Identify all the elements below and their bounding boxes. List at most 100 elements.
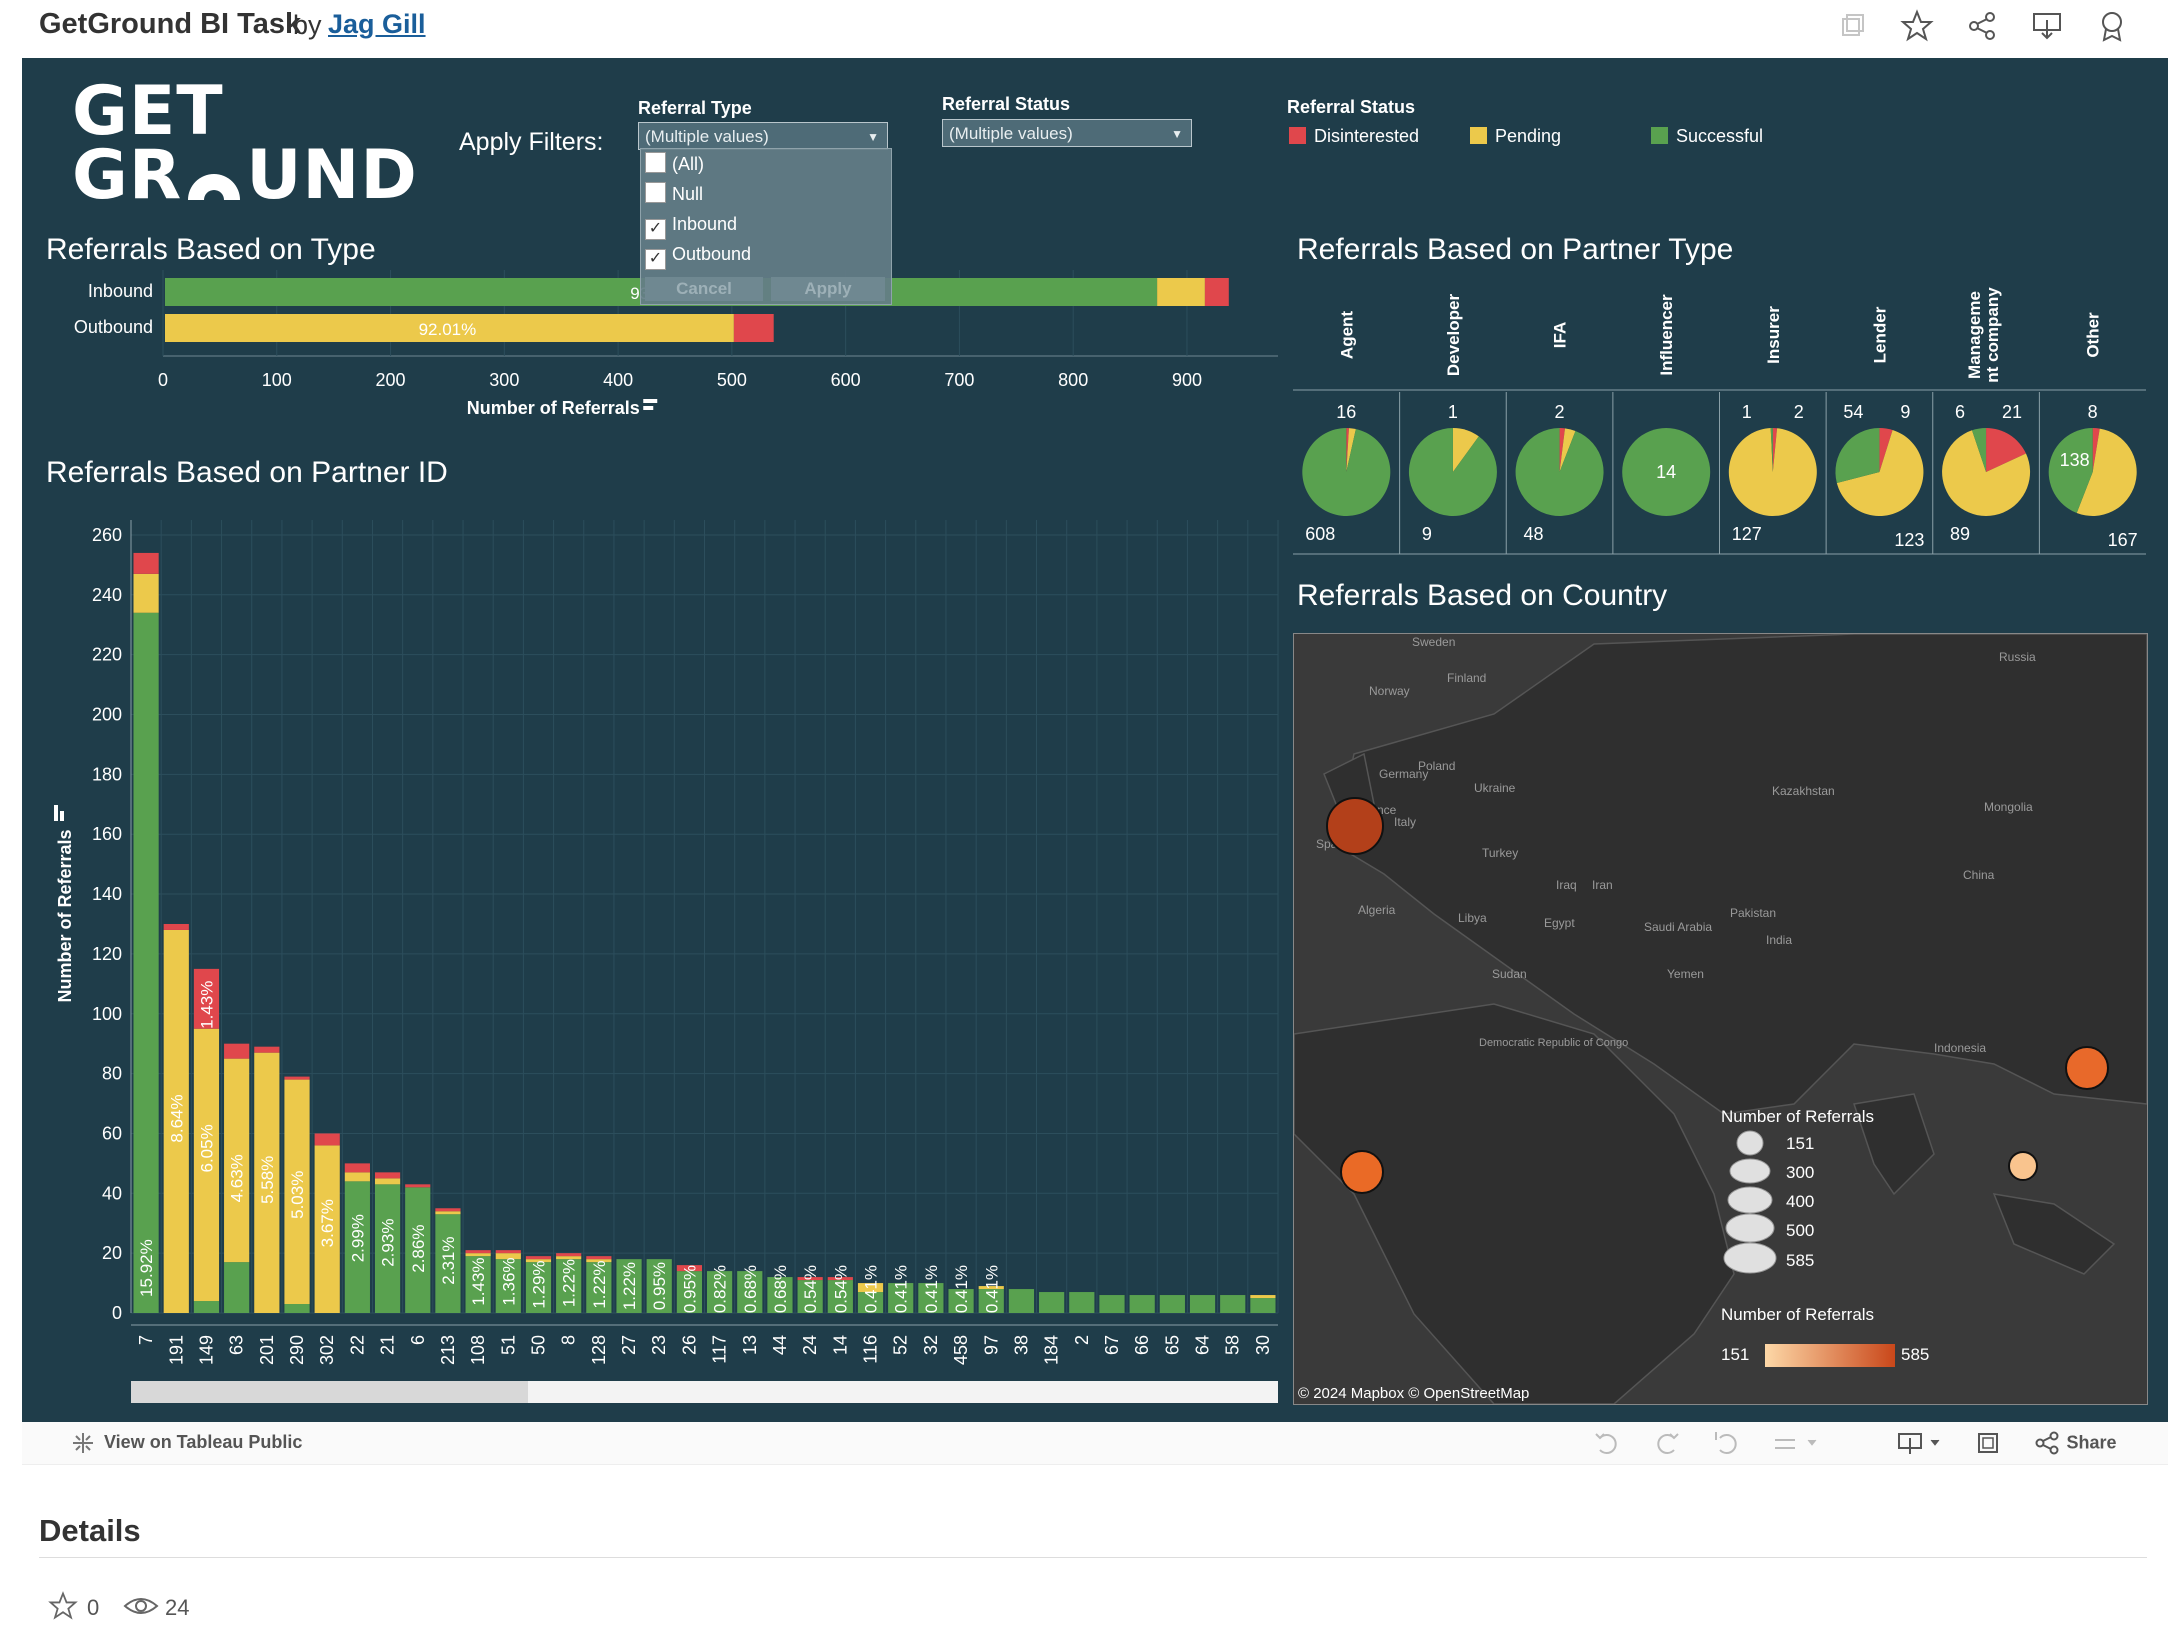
- legend-item-successful[interactable]: Successful: [1651, 126, 1763, 147]
- bar-segment: [435, 1211, 461, 1215]
- x-tick-label: 6: [408, 1335, 428, 1345]
- refresh-icon[interactable]: [1770, 1428, 1820, 1463]
- bar-segment: [405, 1184, 431, 1188]
- section-title-partner-type: Referrals Based on Partner Type: [1297, 233, 1734, 266]
- pie-slice: [1408, 428, 1497, 516]
- y-tick-label: 180: [92, 764, 122, 784]
- bar-segment: [284, 1304, 310, 1313]
- bar-segment: [948, 1289, 974, 1313]
- author-link[interactable]: Jag Gill: [328, 9, 426, 39]
- chevron-down-icon: ▼: [1171, 127, 1183, 141]
- x-tick-label: 8: [559, 1335, 579, 1345]
- pie-label: 48: [1524, 524, 1544, 544]
- checkbox-inbound[interactable]: ✓: [645, 219, 666, 240]
- pie-slice: [1879, 428, 1893, 472]
- x-tick-label: 500: [717, 370, 747, 390]
- map-bubble-west-africa[interactable]: [1340, 1150, 1384, 1194]
- legend-item-disinterested[interactable]: Disinterested: [1289, 126, 1419, 147]
- redo-icon[interactable]: [1652, 1428, 1682, 1463]
- bar-data-label: 0.41%: [982, 1265, 1001, 1313]
- pie-slice: [1835, 428, 1880, 484]
- copy-icon[interactable]: [1834, 8, 1870, 44]
- country-map[interactable]: Sweden Finland Norway Russia Germany Pol…: [1293, 633, 2148, 1405]
- cancel-button[interactable]: Cancel: [645, 277, 763, 301]
- pie-label: 123: [1894, 530, 1924, 550]
- share-icon: [2035, 1431, 2059, 1455]
- favorite-star-icon[interactable]: [47, 1590, 79, 1627]
- place-label: Iraq: [1556, 878, 1577, 892]
- partner-type-pie-chart: Agent16608Developer19IFA248Influencer14I…: [1293, 287, 2146, 555]
- download-menu-icon[interactable]: [1895, 1428, 1945, 1463]
- view-on-tableau-link[interactable]: View on Tableau Public: [104, 1432, 303, 1452]
- size-legend-label: 500: [1786, 1221, 1814, 1240]
- column-header: Influencer: [1657, 294, 1676, 376]
- y-tick-label: 40: [102, 1183, 122, 1203]
- dropdown-option-all[interactable]: (All): [645, 151, 704, 177]
- map-bubble-indonesia[interactable]: [2008, 1151, 2038, 1181]
- bar-data-label: 2.31%: [439, 1237, 458, 1285]
- bar-segment: [374, 1172, 401, 1179]
- bar-segment: [465, 1256, 491, 1313]
- fullscreen-icon[interactable]: [1973, 1428, 2003, 1463]
- download-icon[interactable]: [2029, 8, 2065, 44]
- x-tick-label: 32: [921, 1335, 941, 1355]
- place-label: Egypt: [1544, 916, 1575, 930]
- x-tick-label: 64: [1193, 1335, 1213, 1355]
- checkbox-null[interactable]: [645, 182, 666, 203]
- size-legend-swatch: [1723, 1242, 1777, 1274]
- legend-item-pending[interactable]: Pending: [1470, 126, 1561, 147]
- bar-data-label: 6.05%: [197, 1124, 216, 1172]
- x-tick-label: 2: [1072, 1335, 1092, 1345]
- undo-icon[interactable]: [1592, 1428, 1622, 1463]
- bar-segment: [1008, 1289, 1035, 1313]
- referral-type-dropdown: (All) Null ✓ Inbound ✓ Outbound Cancel App…: [640, 148, 892, 305]
- bar-data-label: 2.86%: [409, 1225, 428, 1273]
- bar-segment: [344, 1181, 370, 1313]
- x-tick-label: 51: [498, 1335, 518, 1355]
- top-bar: GetGround BI Task by Jag Gill: [0, 0, 2184, 58]
- bar-segment: [284, 1076, 310, 1080]
- map-bubble-uk[interactable]: [1326, 797, 1384, 855]
- legend-label-successful: Successful: [1676, 126, 1764, 146]
- badge-icon[interactable]: [2094, 8, 2130, 44]
- option-label-all: (All): [672, 154, 704, 174]
- map-attribution[interactable]: © 2024 Mapbox © OpenStreetMap: [1298, 1385, 1529, 1402]
- column-header: Lender: [1870, 306, 1889, 363]
- checkbox-all[interactable]: [645, 152, 666, 173]
- bar-segment: [1069, 1292, 1095, 1313]
- bar-data-label: 1.36%: [499, 1257, 518, 1305]
- apply-filters-label: Apply Filters:: [459, 128, 604, 156]
- apply-button[interactable]: Apply: [771, 277, 885, 301]
- share-button[interactable]: Share: [2032, 1428, 2116, 1458]
- pie-slice: [1972, 428, 1987, 472]
- bar-segment: [314, 1133, 340, 1146]
- color-legend-min: 151: [1721, 1345, 1749, 1364]
- map-bubble-vietnam[interactable]: [2065, 1046, 2109, 1090]
- x-tick-label: 0: [158, 370, 168, 390]
- y-tick-label: 140: [92, 884, 122, 904]
- x-tick-label: 116: [861, 1335, 881, 1364]
- bar-segment: [344, 1163, 370, 1173]
- filter-referral-status-label: Referral Status: [942, 94, 1071, 114]
- favorites-count: 0: [87, 1595, 100, 1620]
- dropdown-option-inbound[interactable]: ✓ Inbound: [645, 211, 737, 240]
- logo-line-2b: UND: [246, 136, 418, 215]
- dropdown-option-null[interactable]: Null: [645, 181, 703, 207]
- filter-referral-status-select[interactable]: (Multiple values) ▼: [942, 119, 1192, 147]
- bar-data-label: 8.64%: [167, 1094, 186, 1142]
- bar-segment: [1099, 1295, 1125, 1313]
- bar-segment: [374, 1184, 401, 1313]
- bar-segment: [1157, 278, 1205, 306]
- revert-icon[interactable]: [1712, 1428, 1742, 1463]
- star-icon[interactable]: [1899, 8, 1935, 44]
- checkbox-outbound[interactable]: ✓: [645, 249, 666, 270]
- bar-segment: [646, 1259, 672, 1313]
- bar-data-label: 0.41%: [922, 1265, 941, 1313]
- map-place-labels: Sweden Finland Norway Russia Germany Pol…: [1316, 635, 2036, 1055]
- dropdown-option-outbound[interactable]: ✓ Outbound: [645, 241, 751, 270]
- pie-slice: [1559, 428, 1576, 472]
- y-tick-label: 100: [92, 1004, 122, 1024]
- x-tick-label: 63: [227, 1335, 247, 1355]
- x-tick-label: 24: [800, 1335, 820, 1355]
- share-icon[interactable]: [1964, 8, 2000, 44]
